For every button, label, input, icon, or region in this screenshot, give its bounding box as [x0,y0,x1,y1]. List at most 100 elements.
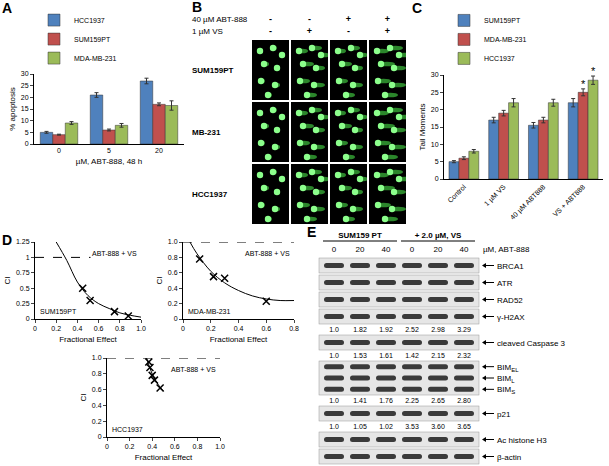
svg-text:ABT-888 + VS: ABT-888 + VS [92,250,137,257]
svg-text:0.8: 0.8 [115,325,125,332]
svg-text:0.2: 0.2 [92,418,102,425]
svg-text:1.0: 1.0 [329,397,339,404]
svg-text:Control: Control [446,183,467,204]
svg-text:1.0: 1.0 [168,238,178,245]
svg-text:3.53: 3.53 [405,423,419,430]
svg-text:-: - [308,14,311,24]
svg-text:Ac histone H3: Ac histone H3 [497,436,547,445]
svg-text:MDA-MB-231: MDA-MB-231 [484,36,527,43]
svg-text:Fractional Effect: Fractional Effect [210,335,268,344]
svg-text:0.2: 0.2 [51,325,61,332]
svg-text:Fractional Effect: Fractional Effect [135,453,193,462]
svg-text:BRCA1: BRCA1 [497,262,524,271]
svg-text:1.05: 1.05 [353,423,367,430]
svg-text:3.29: 3.29 [457,326,471,333]
svg-text:0.8: 0.8 [92,370,102,377]
svg-text:20: 20 [431,106,439,113]
svg-text:1.25: 1.25 [16,238,30,245]
svg-text:CI: CI [79,394,88,402]
svg-text:3.60: 3.60 [431,423,445,430]
svg-text:0: 0 [105,443,109,450]
svg-text:p21: p21 [497,410,511,419]
svg-text:Fractional Effect: Fractional Effect [59,335,117,344]
svg-text:1.53: 1.53 [353,352,367,359]
svg-text:ABT-888 + VS: ABT-888 + VS [245,250,290,257]
svg-text:SUM159PT: SUM159PT [192,66,233,75]
svg-text:1.92: 1.92 [379,326,393,333]
svg-text:*: * [581,78,586,90]
svg-text:-: - [269,14,272,24]
svg-text:0: 0 [435,175,439,182]
svg-text:2.52: 2.52 [405,326,419,333]
svg-text:VS + ABT888: VS + ABT888 [551,183,586,218]
svg-text:ABT-888 + VS: ABT-888 + VS [171,366,216,373]
svg-text:40: 40 [460,245,469,254]
svg-text:0.8: 0.8 [289,325,299,332]
svg-text:Tail Moments: Tail Moments [418,103,427,150]
svg-text:CI: CI [3,277,12,285]
svg-text:1.02: 1.02 [379,423,393,430]
svg-text:HCC1937: HCC1937 [192,190,228,199]
svg-text:1.0: 1.0 [215,443,225,450]
svg-text:0.4: 0.4 [147,443,157,450]
svg-text:+: + [385,14,390,24]
svg-text:BIMEL: BIMEL [497,363,519,373]
svg-text:1 µM VS: 1 µM VS [483,183,508,208]
svg-text:5: 5 [435,158,439,165]
svg-text:MB-231: MB-231 [192,128,221,137]
svg-text:1.61: 1.61 [379,352,393,359]
svg-text:40: 40 [382,245,391,254]
svg-text:20: 20 [21,94,29,101]
svg-text:SUM159PT: SUM159PT [40,308,77,315]
svg-text:1.76: 1.76 [379,397,393,404]
svg-text:0.8: 0.8 [168,254,178,261]
svg-text:0: 0 [98,433,102,440]
svg-text:0.2: 0.2 [206,325,216,332]
svg-text:1.42: 1.42 [405,352,419,359]
svg-text:RAD52: RAD52 [497,296,523,305]
svg-text:0.4: 0.4 [92,402,102,409]
svg-text:HCC1937: HCC1937 [484,55,515,62]
svg-text:2.65: 2.65 [431,397,445,404]
svg-text:1.0: 1.0 [92,354,102,361]
svg-text:0: 0 [174,315,178,322]
svg-text:-: - [347,26,350,36]
svg-text:15: 15 [21,105,29,112]
svg-text:0: 0 [181,325,185,332]
svg-text:% apoptosis: % apoptosis [8,87,17,131]
svg-text:0.6: 0.6 [94,325,104,332]
svg-text:1.0: 1.0 [329,326,339,333]
svg-text:BIML: BIML [497,374,515,384]
svg-text:+: + [385,26,390,36]
svg-text:SUM159 PT: SUM159 PT [338,231,382,240]
svg-text:40 µM ABT-888: 40 µM ABT-888 [192,15,248,24]
svg-text:γ-H2AX: γ-H2AX [497,313,525,322]
svg-text:20: 20 [434,245,443,254]
svg-text:20: 20 [155,147,163,154]
svg-text:CI: CI [155,277,164,285]
svg-text:30: 30 [431,71,439,78]
svg-text:2.80: 2.80 [457,397,471,404]
svg-text:+: + [346,14,351,24]
svg-text:HCC1937: HCC1937 [112,426,143,433]
svg-text:+ 2.0 µM, VS: + 2.0 µM, VS [415,231,462,240]
svg-text:10: 10 [21,117,29,124]
svg-text:SUM159PT: SUM159PT [484,17,521,24]
svg-text:0: 0 [26,315,30,322]
svg-text:1: 1 [26,254,30,261]
svg-text:ATR: ATR [497,279,513,288]
svg-text:MDA-MB-231: MDA-MB-231 [188,308,231,315]
svg-text:0: 0 [33,325,37,332]
svg-text:0.2: 0.2 [168,300,178,307]
svg-text:0: 0 [410,245,415,254]
svg-text:µM, ABT-888: µM, ABT-888 [483,245,530,254]
svg-text:20: 20 [356,245,365,254]
svg-text:SUM159PT: SUM159PT [74,36,111,43]
svg-text:25: 25 [431,89,439,96]
svg-text:0.25: 0.25 [16,300,30,307]
svg-text:3.65: 3.65 [457,423,471,430]
svg-text:25: 25 [21,82,29,89]
svg-text:10: 10 [431,141,439,148]
svg-text:5: 5 [25,129,29,136]
svg-text:2.32: 2.32 [457,352,471,359]
